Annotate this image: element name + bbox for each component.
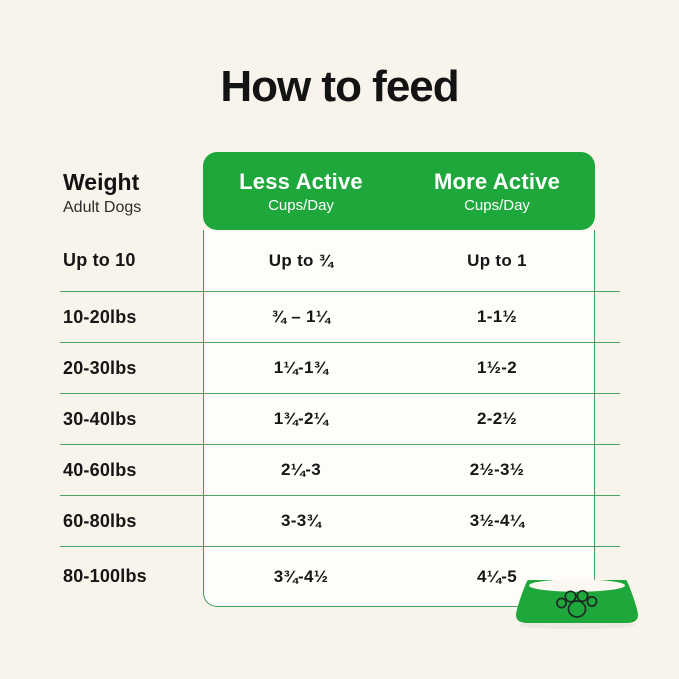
weight-cell: 30-40lbs	[63, 408, 137, 429]
less-active-cell: ¾ – 1¼	[271, 307, 331, 326]
table-row: 40-60lbs 2¼-3 2½-3½	[60, 445, 620, 496]
less-active-sublabel: Cups/Day	[268, 196, 334, 214]
feeding-table: Up to 10 Up to ¾ Up to 1 10-20lbs ¾ – 1¼…	[60, 230, 620, 606]
more-active-cell: 1½-2	[477, 358, 517, 377]
table-row: 20-30lbs 1¼-1¾ 1½-2	[60, 343, 620, 394]
weight-label: Weight	[63, 169, 140, 195]
page-title: How to feed	[220, 62, 459, 111]
column-header-more-active: More Active Cups/Day	[399, 152, 595, 230]
weight-cell: 60-80lbs	[63, 510, 137, 531]
weight-cell: 80-100lbs	[63, 566, 147, 586]
more-active-cell: 4¼-5	[477, 566, 517, 586]
more-active-label: More Active	[433, 168, 561, 194]
more-active-cell: 2-2½	[477, 409, 517, 428]
less-active-cell: 3¾-4½	[273, 566, 329, 586]
table-row: Up to 10 Up to ¾ Up to 1	[60, 230, 620, 292]
weight-cell: 10-20lbs	[63, 306, 137, 327]
dog-bowl-icon	[515, 576, 639, 630]
less-active-cell: 2¼-3	[281, 460, 321, 479]
table-panel	[203, 230, 595, 607]
more-active-cell: 3½-4¼	[469, 511, 525, 530]
column-header-less-active: Less Active Cups/Day	[203, 152, 399, 230]
less-active-cell: Up to ¾	[268, 250, 334, 270]
weight-cell: 40-60lbs	[63, 459, 137, 480]
more-active-cell: 1-1½	[477, 307, 517, 326]
weight-cell: 20-30lbs	[63, 357, 137, 378]
more-active-cell: Up to 1	[467, 250, 527, 270]
less-active-cell: 1¼-1¾	[273, 358, 329, 377]
weight-column-header: Weight Adult Dogs	[63, 169, 142, 217]
table-header: Less Active Cups/Day More Active Cups/Da…	[203, 152, 595, 230]
more-active-sublabel: Cups/Day	[464, 196, 530, 214]
table-row: 10-20lbs ¾ – 1¼ 1-1½	[60, 292, 620, 343]
bowl-opening	[529, 579, 625, 592]
more-active-cell: 2½-3½	[469, 460, 525, 479]
paw-print-icon	[556, 589, 598, 618]
less-active-cell: 3-3¾	[281, 511, 321, 530]
table-row: 80-100lbs 3¾-4½ 4¼-5	[60, 547, 620, 606]
less-active-cell: 1¾-2¼	[273, 409, 329, 428]
less-active-label: Less Active	[239, 168, 363, 194]
weight-sublabel: Adult Dogs	[63, 199, 142, 217]
table-row: 60-80lbs 3-3¾ 3½-4¼	[60, 496, 620, 547]
weight-cell: Up to 10	[63, 250, 136, 270]
table-row: 30-40lbs 1¾-2¼ 2-2½	[60, 394, 620, 445]
